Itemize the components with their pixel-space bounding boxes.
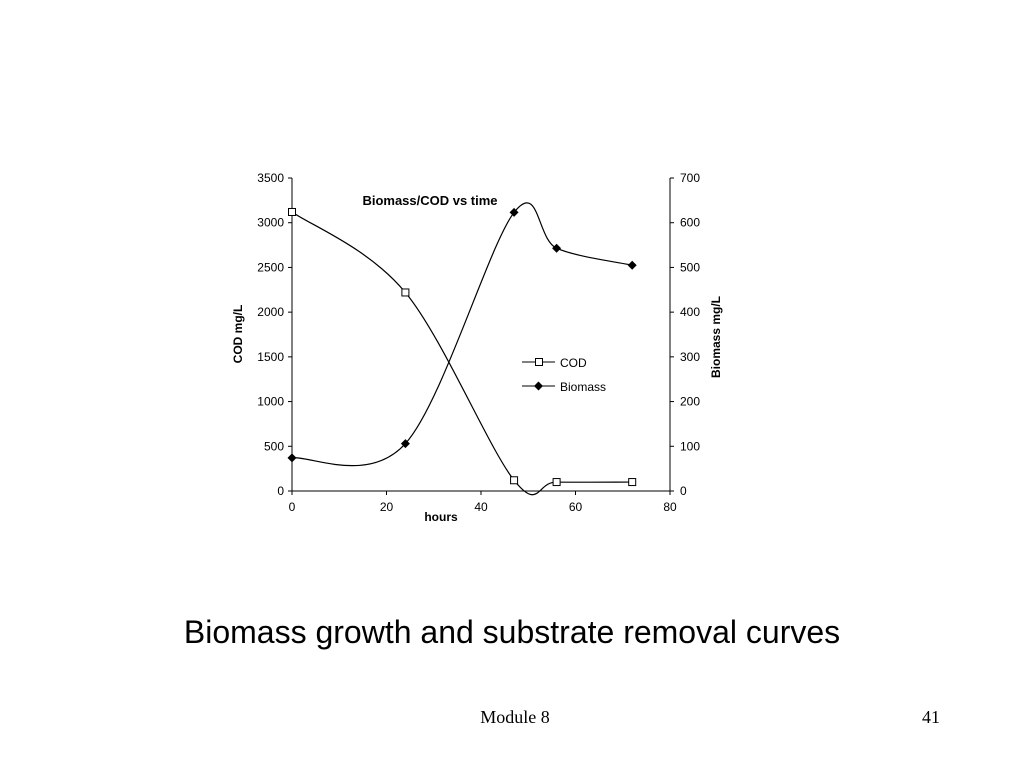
y-axis-title: COD mg/L [231, 305, 245, 364]
biomass-cod-chart: 0500100015002000250030003500010020030040… [231, 171, 723, 524]
y-tick-label: 0 [277, 484, 284, 498]
x-tick-label: 80 [663, 500, 677, 514]
chart-markers [287, 207, 637, 487]
x-tick-label: 60 [569, 500, 583, 514]
y2-tick-label: 500 [680, 260, 700, 274]
y2-tick-label: 100 [680, 439, 700, 453]
y2-axis-title: Biomass mg/L [709, 296, 723, 378]
page-number: 41 [922, 707, 940, 727]
legend-label-biomass: Biomass [560, 380, 606, 394]
cod-point [288, 207, 296, 216]
y2-tick-label: 300 [680, 350, 700, 364]
biomass-point [627, 260, 637, 270]
biomass-series-line [291, 202, 633, 467]
cod-point [510, 476, 519, 485]
y-tick-label: 2000 [257, 305, 284, 319]
y2-tick-label: 700 [680, 171, 700, 185]
x-axis-title: hours [424, 510, 458, 524]
chart-title: Biomass/COD vs time [362, 193, 497, 208]
x-tick-label: 40 [474, 500, 488, 514]
cod-point [401, 288, 410, 297]
legend-marker-cod [535, 358, 543, 366]
x-tick-label: 20 [380, 500, 394, 514]
x-tick-label: 0 [289, 500, 296, 514]
biomass-point [552, 243, 562, 253]
chart-legend: COD Biomass [522, 356, 606, 394]
y-tick-label: 1500 [257, 350, 284, 364]
cod-series-line [291, 211, 633, 496]
cod-point [628, 478, 637, 487]
y-tick-label: 3500 [257, 171, 284, 185]
legend-marker-biomass [534, 381, 543, 391]
y2-tick-label: 400 [680, 305, 700, 319]
y2-tick-label: 0 [680, 484, 687, 498]
biomass-point [400, 439, 410, 449]
biomass-point [287, 453, 297, 463]
chart-axes: 0500100015002000250030003500010020030040… [257, 171, 700, 514]
chart-curves [291, 202, 633, 496]
y2-tick-label: 200 [680, 395, 700, 409]
biomass-point [509, 207, 519, 217]
y-tick-label: 2500 [257, 260, 284, 274]
y-tick-label: 1000 [257, 395, 284, 409]
slide-caption: Biomass growth and substrate removal cur… [183, 614, 841, 650]
cod-point [552, 478, 561, 487]
legend-label-cod: COD [560, 356, 587, 370]
y-tick-label: 500 [264, 439, 284, 453]
y-tick-label: 3000 [257, 216, 284, 230]
slide-footer: Module 8 [480, 707, 550, 727]
y2-tick-label: 600 [680, 216, 700, 230]
